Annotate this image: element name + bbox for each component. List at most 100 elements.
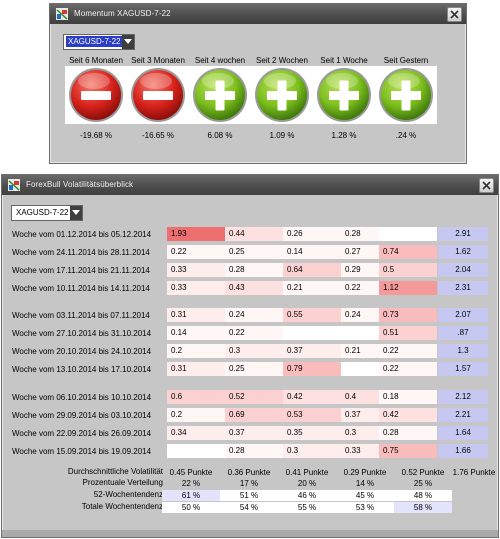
volatility-cell: 0.6 [167, 390, 225, 404]
volatility-cell: 0.53 [283, 408, 341, 422]
week-total-cell: 1.64 [438, 426, 488, 440]
summary-cell: 1.76 Punkte [452, 468, 496, 477]
momentum-indicator [251, 66, 313, 124]
volatility-cell: 0.22 [225, 326, 283, 340]
plus-circle-icon [255, 68, 309, 122]
close-icon [482, 181, 491, 190]
volatility-cell: 0.5 [379, 263, 437, 277]
week-label: Woche vom 13.10.2014 bis 17.10.2014 [12, 365, 152, 374]
app-logo-icon [56, 8, 68, 20]
volatility-cell: 0.69 [225, 408, 283, 422]
period-change: 1.28 % [331, 131, 357, 140]
week-total-cell: 2.12 [438, 390, 488, 404]
symbol-select[interactable]: XAGUSD-7-22 [11, 205, 83, 221]
volatility-cell: 0.35 [283, 426, 341, 440]
summary-label: Prozentuale Verteilung [82, 478, 164, 487]
summary-cell: 0.41 Punkte [285, 468, 329, 477]
symbol-select[interactable]: XAGUSD-7-22 [63, 34, 135, 50]
momentum-titlebar[interactable]: Momentum XAGUSD-7-22 [50, 4, 466, 24]
volatility-cell: 0.14 [167, 326, 225, 340]
week-total-cell: 1.62 [438, 245, 488, 259]
summary-cell: 55 % [278, 502, 336, 513]
summary-cell: 53 % [336, 502, 394, 513]
summary-cell: 22 % [181, 479, 201, 488]
volatility-cell: 0.18 [379, 390, 437, 404]
volatility-window: ForexBull Volatilitätsüberblick XAGUSD-7… [1, 174, 499, 538]
period-label: Seit Gestern [383, 56, 429, 65]
summary-cell: 17 % [239, 479, 259, 488]
volatility-cell: 0.3 [225, 344, 283, 358]
momentum-indicator [189, 66, 251, 124]
week-total-cell: 2.07 [438, 308, 488, 322]
momentum-indicator [65, 66, 127, 124]
volatility-cell: 0.52 [225, 390, 283, 404]
volatility-cell: 0.43 [225, 281, 283, 295]
summary-cell: 0.36 Punkte [227, 468, 271, 477]
window-title: Momentum XAGUSD-7-22 [74, 9, 171, 18]
volatility-cell: 0.3 [283, 444, 341, 458]
week-label: Woche vom 17.11.2014 bis 21.11.2014 [12, 266, 150, 275]
close-button[interactable] [479, 178, 494, 193]
summary-cell: 46 % [278, 490, 336, 501]
summary-cell: 48 % [394, 490, 452, 501]
period-change: 1.09 % [269, 131, 295, 140]
volatility-cell: 0.24 [225, 308, 283, 322]
app-logo-icon [8, 179, 20, 191]
week-total-cell: 2.04 [438, 263, 488, 277]
dropdown-arrow[interactable] [122, 35, 134, 49]
volatility-titlebar[interactable]: ForexBull Volatilitätsüberblick [2, 175, 498, 195]
summary-cell: 14 % [355, 479, 375, 488]
week-total-cell: 2.21 [438, 408, 488, 422]
dropdown-arrow[interactable] [70, 206, 82, 220]
summary-cell: 54 % [220, 502, 278, 513]
summary-cell: 0.45 Punkte [169, 468, 213, 477]
plus-circle-icon [379, 68, 433, 122]
volatility-cell: 0.64 [283, 263, 341, 277]
minus-circle-icon [131, 68, 185, 122]
week-label: Woche vom 29.09.2014 bis 03.10.2014 [12, 411, 152, 420]
close-icon [450, 10, 459, 19]
volatility-cell: 0.28 [379, 426, 437, 440]
period-label: Seit 4 wochen [194, 56, 246, 65]
volatility-cell: 0.75 [379, 444, 437, 458]
period-label: Seit 2 Wochen [256, 56, 308, 65]
volatility-cell: 0.34 [167, 426, 225, 440]
close-button[interactable] [447, 7, 462, 22]
week-total-cell: .87 [438, 326, 488, 340]
volatility-cell: 0.42 [283, 390, 341, 404]
week-label: Woche vom 22.09.2014 bis 26.09.2014 [12, 429, 152, 438]
summary-cell: 58 % [394, 502, 452, 513]
week-total-cell: 1.3 [438, 344, 488, 358]
volatility-cell: 0.37 [225, 426, 283, 440]
volatility-cell [379, 227, 437, 241]
symbol-select-value: XAGUSD-7-22 [16, 208, 69, 217]
plus-circle-icon [317, 68, 371, 122]
week-total-cell: 2.31 [438, 281, 488, 295]
summary-cell: 0.52 Punkte [401, 468, 445, 477]
volatility-cell: 0.42 [379, 408, 437, 422]
summary-label: 52-Wochentendenz [93, 490, 163, 499]
volatility-cell: 1.93 [167, 227, 225, 241]
period-label: Seit 1 Woche [320, 56, 368, 65]
volatility-cell: 0.21 [283, 281, 341, 295]
volatility-cell: 0.74 [379, 245, 437, 259]
volatility-cell: 0.79 [283, 362, 341, 376]
summary-cell: 25 % [413, 479, 433, 488]
volatility-cell [167, 444, 225, 458]
week-total-cell: 2.91 [438, 227, 488, 241]
volatility-cell [283, 326, 341, 340]
volatility-cell: 0.22 [379, 344, 437, 358]
volatility-cell: 0.25 [225, 362, 283, 376]
week-label: Woche vom 24.11.2014 bis 28.11.2014 [12, 248, 150, 257]
momentum-window: Momentum XAGUSD-7-22 XAGUSD-7-22 Seit 6 … [49, 3, 467, 164]
summary-cell: 0.29 Punkte [343, 468, 387, 477]
volatility-cell: 0.33 [167, 263, 225, 277]
week-label: Woche vom 03.11.2014 bis 07.11.2014 [12, 311, 150, 320]
volatility-cell: 0.44 [225, 227, 283, 241]
summary-label: Durchschnittliche Volatilität [67, 467, 163, 476]
plus-circle-icon [193, 68, 247, 122]
period-change: .24 % [395, 131, 417, 140]
chevron-down-icon [124, 39, 132, 44]
volatility-cell: 0.22 [379, 362, 437, 376]
symbol-select-value: XAGUSD-7-22 [66, 36, 123, 47]
